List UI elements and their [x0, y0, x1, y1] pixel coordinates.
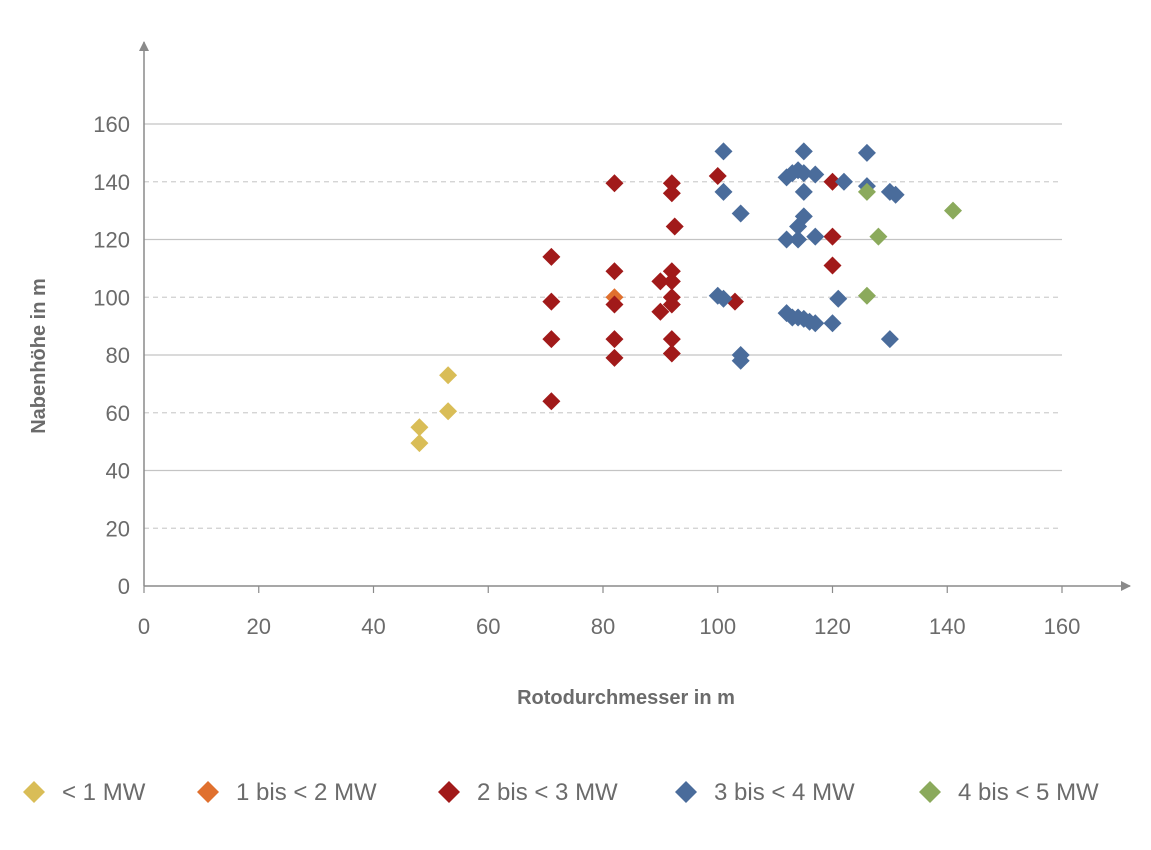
data-point — [943, 201, 962, 220]
data-point — [777, 230, 796, 249]
data-point — [439, 366, 458, 385]
legend-marker — [197, 781, 219, 803]
data-point — [823, 256, 842, 275]
data-point — [789, 217, 808, 236]
data-point — [605, 330, 624, 349]
data-point — [731, 204, 750, 223]
y-tick-label: 40 — [106, 459, 130, 484]
data-point — [439, 402, 458, 421]
y-tick-label: 80 — [106, 343, 130, 368]
y-tick-label: 140 — [93, 170, 130, 195]
x-tick-label: 80 — [591, 614, 615, 639]
data-point — [605, 174, 624, 193]
legend-item: 4 bis < 5 MW — [919, 779, 1099, 806]
data-point — [662, 184, 681, 203]
x-tick-label: 120 — [814, 614, 851, 639]
y-tick-label: 160 — [93, 112, 130, 137]
y-tick-label: 100 — [93, 285, 130, 310]
data-point — [857, 286, 876, 305]
data-point — [823, 172, 842, 191]
axes — [139, 41, 1131, 593]
y-tick-label: 120 — [93, 228, 130, 253]
data-point — [651, 272, 670, 291]
data-point — [662, 174, 681, 193]
legend-marker — [23, 781, 45, 803]
x-tick-label: 0 — [138, 614, 150, 639]
y-axis-title: Nabenhöhe in m — [28, 278, 50, 434]
data-point — [542, 292, 561, 311]
data-point — [806, 165, 825, 184]
legend-item: 2 bis < 3 MW — [438, 779, 618, 806]
data-point — [662, 272, 681, 291]
legend-label: < 1 MW — [62, 779, 146, 806]
y-tick-label: 20 — [106, 516, 130, 541]
data-point — [651, 302, 670, 321]
data-point — [869, 227, 888, 246]
data-point — [714, 289, 733, 308]
data-point — [794, 142, 813, 161]
data-point — [823, 314, 842, 333]
legend-item: < 1 MW — [23, 779, 146, 806]
legend-item: 3 bis < 4 MW — [675, 779, 855, 806]
grid — [144, 123, 1062, 529]
legend-label: 2 bis < 3 MW — [477, 779, 618, 806]
data-point — [794, 164, 813, 183]
data-point — [662, 262, 681, 281]
data-point — [410, 418, 429, 437]
legend-label: 4 bis < 5 MW — [958, 779, 1099, 806]
x-tick-label: 140 — [929, 614, 966, 639]
data-point — [806, 314, 825, 333]
x-tick-label: 60 — [476, 614, 500, 639]
data-point — [605, 262, 624, 281]
legend-marker — [919, 781, 941, 803]
data-point — [829, 289, 848, 308]
data-point — [857, 143, 876, 162]
data-point — [542, 247, 561, 266]
data-point — [662, 330, 681, 349]
data-point — [794, 182, 813, 201]
x-tick-label: 40 — [361, 614, 385, 639]
legend-label: 1 bis < 2 MW — [236, 779, 377, 806]
data-point — [714, 142, 733, 161]
legend-marker — [438, 781, 460, 803]
data-point — [714, 182, 733, 201]
y-tick-label: 60 — [106, 401, 130, 426]
y-tick-label: 0 — [118, 574, 130, 599]
data-point — [605, 295, 624, 314]
data-points — [410, 142, 962, 453]
data-point — [789, 230, 808, 249]
data-point — [410, 434, 429, 453]
legend-marker — [675, 781, 697, 803]
legend-item: 1 bis < 2 MW — [197, 779, 377, 806]
legend: < 1 MW 1 bis < 2 MW 2 bis < 3 MW 3 bis < 4 … — [23, 779, 1099, 806]
data-point — [662, 344, 681, 363]
data-point — [542, 392, 561, 411]
legend-label: 3 bis < 4 MW — [714, 779, 855, 806]
data-point — [731, 351, 750, 370]
x-axis-title: Rotodurchmesser in m — [517, 687, 735, 709]
data-point — [823, 227, 842, 246]
data-point — [886, 185, 905, 204]
data-point — [708, 166, 727, 185]
data-point — [662, 295, 681, 314]
x-tick-label: 20 — [247, 614, 271, 639]
x-tick-label: 100 — [699, 614, 736, 639]
data-point — [806, 227, 825, 246]
data-point — [542, 330, 561, 349]
data-point — [857, 182, 876, 201]
x-tick-label: 160 — [1044, 614, 1081, 639]
data-point — [605, 348, 624, 367]
data-point — [834, 172, 853, 191]
tick-labels: 0 20 40 60 80 100 120 140 160 0 20 40 60 80 100 120 140 1… — [93, 112, 1080, 639]
data-point — [665, 217, 684, 236]
data-point — [880, 330, 899, 349]
